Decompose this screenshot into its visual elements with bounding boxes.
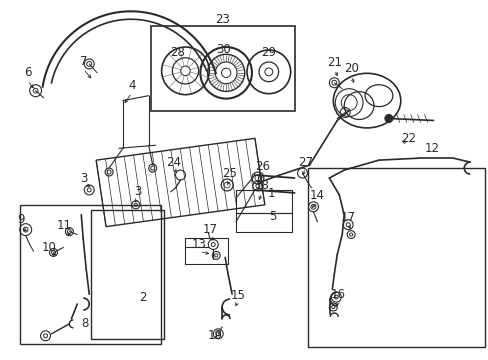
Bar — [236, 213, 291, 231]
Text: 7: 7 — [80, 55, 87, 68]
Text: 3: 3 — [81, 171, 88, 185]
Text: 2: 2 — [139, 291, 146, 303]
Text: 22: 22 — [400, 132, 415, 145]
Bar — [20, 205, 161, 344]
Text: 4: 4 — [128, 79, 135, 92]
Text: 15: 15 — [230, 289, 245, 302]
Text: 26: 26 — [255, 159, 270, 172]
Text: 14: 14 — [309, 189, 324, 202]
Text: 25: 25 — [221, 167, 236, 180]
Text: 8: 8 — [81, 318, 89, 330]
Bar — [236, 190, 291, 213]
Bar — [185, 238, 228, 264]
Bar — [91, 210, 163, 339]
Text: 3: 3 — [134, 185, 141, 198]
Text: 17: 17 — [203, 223, 217, 236]
Text: 1: 1 — [267, 188, 275, 201]
Text: 18: 18 — [254, 179, 269, 193]
Text: 6: 6 — [24, 66, 31, 79]
Text: 5: 5 — [268, 210, 276, 223]
Text: 28: 28 — [170, 46, 184, 59]
Bar — [150, 26, 294, 111]
Text: 17: 17 — [340, 211, 355, 224]
Bar — [307, 168, 484, 347]
Text: 19: 19 — [207, 329, 222, 342]
Text: 30: 30 — [215, 42, 230, 55]
Text: 9: 9 — [17, 213, 24, 226]
Text: 11: 11 — [57, 219, 72, 232]
Text: 12: 12 — [424, 142, 439, 155]
Text: 21: 21 — [326, 57, 341, 69]
Text: 23: 23 — [214, 13, 229, 26]
Text: 29: 29 — [261, 46, 276, 59]
Text: 10: 10 — [42, 241, 57, 254]
Text: 24: 24 — [166, 156, 181, 168]
Circle shape — [384, 114, 392, 122]
Text: 16: 16 — [330, 288, 345, 301]
Text: 20: 20 — [343, 62, 358, 75]
Text: 27: 27 — [297, 156, 312, 168]
Text: 13: 13 — [191, 238, 206, 251]
